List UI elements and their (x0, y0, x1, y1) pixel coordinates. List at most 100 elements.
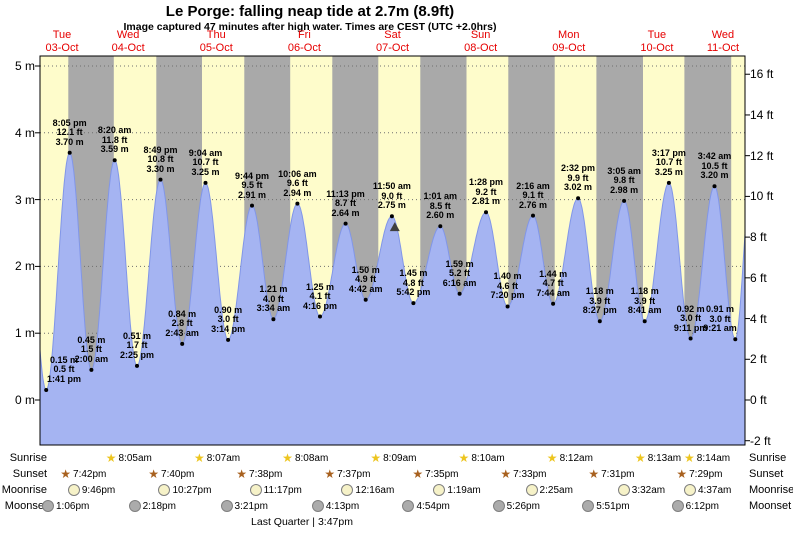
tide-label-line: 1:01 am (423, 191, 458, 202)
tide-label-line: 1.18 m (630, 286, 659, 297)
tide-label-line: 1.5 ft (80, 344, 102, 355)
moonrise-icon (249, 484, 262, 496)
y-axis-left-label: 1 m (14, 326, 35, 341)
tide-label-line: 8.5 ft (429, 200, 451, 211)
tide-label-line: 3.0 ft (709, 313, 731, 324)
moonrise-icon (433, 484, 446, 496)
moonrise-time: 4:37am (698, 484, 732, 496)
tide-label-line: 4.1 ft (309, 291, 331, 301)
tide-label-line: 9:11 pm (673, 322, 708, 333)
moonset-entry: 3:21pm (220, 499, 268, 513)
tide-label-line: 3:05 am (607, 165, 641, 176)
tide-low-label: 1.18 m 3.9 ft 8:41 am (605, 287, 685, 316)
tide-label-line: 2:25 pm (119, 349, 154, 360)
tide-label-line: 8.7 ft (335, 198, 357, 209)
sunrise-icon: ★ (105, 451, 117, 465)
sunrise-icon: ★ (684, 451, 695, 465)
tide-label-line: 1.21 m (259, 284, 288, 295)
moonset-entry: 5:51pm (582, 499, 630, 513)
sunrise-icon: ★ (370, 451, 382, 465)
tide-label-line: 0.91 m (705, 304, 735, 315)
moon-phase-label: Last Quarter | 3:47pm (251, 516, 353, 528)
sunrise-entry: ★ 8:13am (635, 451, 681, 465)
sunrise-entry: ★ 8:07am (194, 451, 240, 465)
day-name: Sun (470, 29, 491, 41)
day-date: 03-Oct (45, 41, 79, 54)
tide-label-line: 4.6 ft (497, 280, 519, 291)
sunrise-icon: ★ (458, 451, 470, 465)
tide-label-line: 10.8 ft (147, 154, 174, 165)
page-title: Le Porge: falling neap tide at 2.7m (8.9… (165, 3, 455, 20)
y-axis-right-label: 10 ft (750, 189, 774, 204)
tide-label-line: 0.45 m (77, 334, 106, 345)
sunrise-icon: ★ (282, 451, 293, 465)
y-axis-right-label: 2 ft (750, 352, 767, 367)
day-date: 09-Oct (552, 41, 586, 54)
tide-label-line: 0.5 ft (53, 364, 75, 375)
tide-extreme-dot (484, 210, 488, 215)
sunrise-time: 8:13am (647, 452, 682, 464)
capture-note: Image captured 47 minutes after high wat… (123, 21, 497, 33)
moonset-entry: 5:26pm (492, 499, 540, 513)
moonset-icon (220, 500, 233, 512)
sunset-entry: ★ 7:38pm (236, 467, 282, 481)
moonrise-time: 1:19am (447, 484, 481, 496)
moonset-icon (128, 500, 141, 512)
tide-label-line: 4.0 ft (262, 293, 284, 304)
tide-extreme-dot (576, 196, 581, 201)
sunset-time: 7:29pm (689, 468, 723, 480)
y-axis-left-label: 2 m (14, 259, 35, 274)
tide-label-line: 3:17 pm (651, 147, 686, 158)
tide-high-label: 1:28 pm 9.2 ft 2.81 m (446, 178, 526, 207)
sunset-icon: ★ (236, 467, 248, 481)
moonrise-icon (341, 484, 354, 496)
tide-high-label: 1:01 am 8.5 ft 2.60 m (400, 192, 480, 221)
moonset-time: 5:26pm (506, 500, 540, 512)
tide-label-line: 1.18 m (585, 286, 614, 297)
moonset-entry: 2:18pm (128, 499, 176, 513)
tide-label-line: 2.60 m (426, 210, 455, 221)
tide-extreme-dot (250, 203, 254, 208)
tide-label-line: 2.91 m (237, 189, 266, 200)
sunrise-time: 8:05am (118, 452, 152, 464)
tide-extreme-dot (44, 388, 49, 392)
moonrise-time: 9:46pm (81, 484, 116, 496)
tide-low-label: 0.84 m 2.8 ft 2:43 am (142, 309, 222, 339)
day-date: 06-Oct (287, 41, 321, 54)
tide-extreme-dot (666, 180, 671, 185)
moonrise-entry: 9:46pm (67, 483, 116, 497)
moonrise-entry: 10:27pm (158, 483, 211, 497)
tide-label-line: 6:16 am (442, 277, 477, 288)
tide-label-line: 2.76 m (518, 199, 548, 210)
tide-label-line: 2.94 m (283, 187, 312, 198)
sunrise-icon: ★ (634, 451, 646, 465)
tide-extreme-dot (622, 198, 627, 203)
day-date: 10-Oct (640, 41, 674, 54)
tide-label-line: 9.2 ft (475, 186, 497, 197)
tide-label-line: 1.25 m (306, 281, 335, 292)
sunrise-time: 8:14am (696, 452, 731, 464)
sunset-icon: ★ (412, 467, 424, 481)
tide-label-line: 4:16 pm (303, 300, 338, 311)
tide-label-line: 9.1 ft (522, 190, 544, 201)
moonrise-icon (525, 484, 538, 496)
tide-low-label: 0.51 m 1.7 ft 2:25 pm (97, 331, 177, 361)
tide-curve (39, 152, 746, 446)
day-name: Wed (711, 29, 735, 41)
tide-label-line: 1.7 ft (126, 340, 148, 351)
moonset-time: 4:54pm (416, 500, 450, 512)
tide-label-line: 9:04 am (188, 147, 223, 158)
sunrise-time: 8:08am (294, 452, 329, 464)
sunrise-entry: ★ 8:08am (282, 451, 328, 465)
tide-label-line: 1.45 m (399, 268, 428, 279)
day-label: Tue 03-Oct (22, 29, 102, 54)
moonset-icon (402, 500, 415, 512)
moonrise-time: 10:27pm (172, 484, 212, 496)
sunrise-time: 8:07am (206, 452, 241, 464)
row-label-moonrise-right: Moonrise (749, 484, 793, 496)
sunrise-icon: ★ (546, 451, 558, 465)
day-name: Thu (206, 29, 226, 41)
sunset-entry: ★ 7:31pm (588, 467, 634, 481)
tide-high-label: 8:05 pm 12.1 ft 3.70 m (30, 118, 110, 148)
